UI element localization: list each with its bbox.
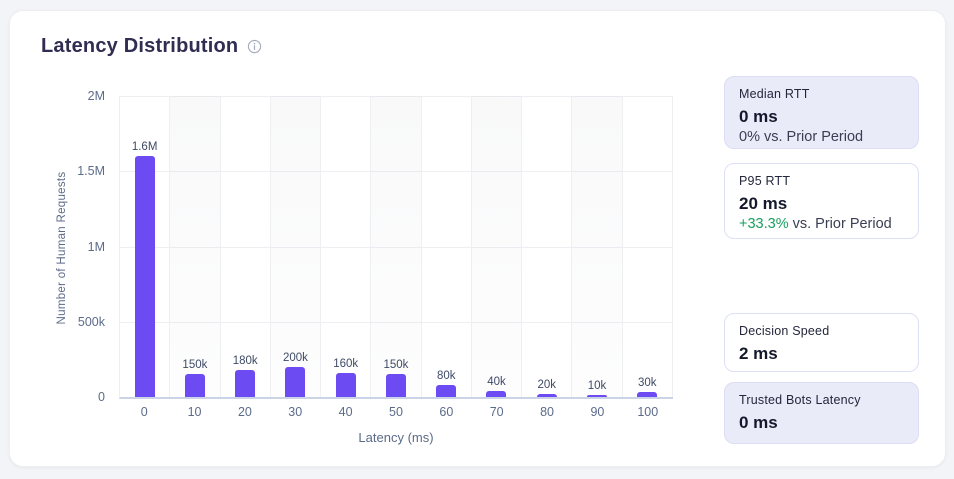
x-axis-tick: 0: [140, 405, 148, 419]
histogram-bar[interactable]: [385, 374, 406, 397]
page-title: Latency Distribution: [41, 35, 239, 57]
gridline: [120, 96, 673, 97]
card-label: P95 RTT: [739, 174, 791, 188]
histogram-bar[interactable]: [486, 391, 507, 397]
histogram-bar[interactable]: [184, 374, 205, 397]
histogram-column: 30k: [623, 96, 673, 397]
x-axis-tick: 90: [590, 405, 605, 419]
card-comparison: 0% vs. Prior Period: [739, 129, 904, 145]
x-axis-ticks: 0 10 20 30 40 50 60 70 80 90 100: [119, 405, 673, 419]
x-axis-tick: 40: [338, 405, 353, 419]
bar-value-label: 20k: [537, 379, 557, 391]
bar-value-label: 150k: [182, 359, 208, 371]
histogram-column: 180k: [221, 96, 271, 397]
card-label: Decision Speed: [739, 324, 830, 338]
p95-rtt-card: P95 RTT 20 ms +33.3% vs. Prior Period: [724, 163, 919, 239]
histogram-column: 80k: [422, 96, 472, 397]
bar-value-label: 30k: [638, 377, 657, 389]
x-axis-tick: 70: [489, 405, 504, 419]
x-axis-tick: 100: [637, 405, 659, 419]
card-label: Trusted Bots Latency: [739, 393, 861, 407]
histogram-column: 1.6M: [120, 96, 171, 397]
histogram-bar[interactable]: [285, 367, 306, 397]
delta-suffix: vs. Prior Period: [788, 216, 892, 232]
histogram-bar[interactable]: [536, 394, 557, 397]
y-axis-tick: 1.5M: [77, 164, 105, 179]
y-axis-ticks: 2M 1.5M 1M 500k 0: [10, 89, 111, 404]
trusted-bots-latency-card: Trusted Bots Latency 0 ms: [724, 382, 919, 444]
gridline: [120, 321, 673, 323]
y-axis-tick: 1M: [87, 239, 105, 254]
histogram-bar[interactable]: [587, 395, 608, 397]
bar-value-label: 180k: [232, 355, 258, 367]
histogram-column: 40k: [471, 96, 523, 397]
info-icon[interactable]: [247, 39, 262, 54]
card-value: 0 ms: [739, 413, 778, 432]
bar-value-label: 40k: [487, 376, 506, 388]
histogram-bar[interactable]: [637, 392, 658, 397]
card-label: Median RTT: [739, 87, 810, 101]
gridline: [120, 246, 673, 248]
bar-value-label: 80k: [436, 370, 456, 382]
histogram-bar[interactable]: [235, 370, 256, 397]
bar-value-label: 200k: [282, 352, 308, 364]
decision-speed-card: Decision Speed 2 ms: [724, 313, 919, 372]
x-axis-tick: 30: [288, 405, 303, 419]
panel-header: Latency Distribution: [41, 35, 262, 58]
x-axis-tick: 80: [540, 405, 554, 419]
latency-histogram: 1.6M 150k 180k 200k 160k 150k 80k 40k 20k 10k 30k: [119, 96, 673, 399]
histogram-column: 160k: [321, 96, 372, 397]
x-axis-tick: 60: [439, 405, 454, 419]
histogram-column: 10k: [572, 96, 623, 397]
y-axis-tick: 2M: [87, 89, 105, 103]
median-rtt-card: Median RTT 0 ms 0% vs. Prior Period: [724, 76, 919, 149]
x-axis-tick: 10: [187, 405, 202, 419]
x-axis-tick: 20: [237, 405, 252, 419]
histogram-column: 150k: [371, 96, 422, 397]
gridline: [120, 171, 673, 173]
y-axis-tick: 500k: [77, 314, 105, 329]
histogram-column: 20k: [522, 96, 573, 397]
histogram-column: 200k: [270, 96, 322, 397]
bar-value-label: 1.6M: [131, 141, 158, 153]
bar-value-label: 160k: [333, 358, 359, 370]
histogram-bar[interactable]: [134, 156, 155, 397]
bar-value-label: 10k: [587, 380, 607, 392]
histogram-column: 150k: [170, 96, 221, 397]
x-axis-title: Latency (ms): [358, 430, 434, 445]
delta-value: +33.3%: [739, 216, 789, 232]
card-value: 2 ms: [739, 344, 778, 363]
bar-value-label: 150k: [383, 359, 409, 371]
delta-suffix: vs. Prior Period: [759, 129, 864, 145]
card-value: 0 ms: [739, 107, 778, 126]
card-comparison: +33.3% vs. Prior Period: [739, 216, 904, 232]
histogram-bar[interactable]: [335, 373, 356, 397]
latency-distribution-panel: Latency Distribution Number of Human Req…: [9, 10, 946, 467]
x-axis-tick: 50: [389, 405, 403, 419]
delta-value: 0%: [739, 129, 760, 145]
histogram-bar[interactable]: [436, 385, 457, 397]
card-value: 20 ms: [739, 194, 788, 213]
y-axis-tick: 0: [98, 390, 105, 404]
